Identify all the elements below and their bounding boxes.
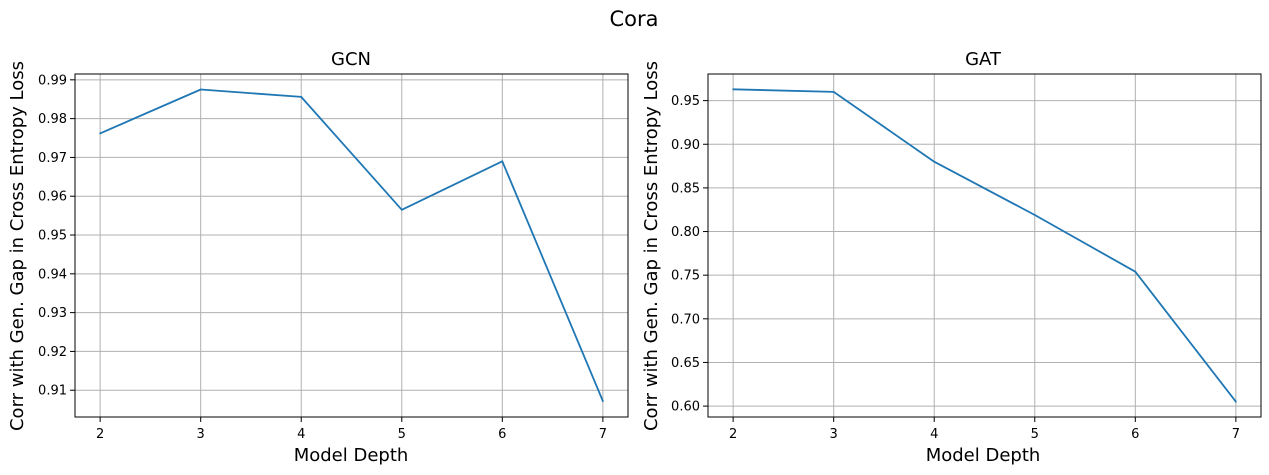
x-tick-label: 2 — [96, 427, 104, 442]
y-tick-label: 0.95 — [671, 94, 700, 109]
y-tick-label: 0.92 — [38, 345, 67, 360]
y-tick-label: 0.70 — [671, 312, 700, 327]
x-tick-label: 2 — [729, 427, 737, 442]
y-tick-label: 0.85 — [671, 181, 700, 196]
grid — [75, 74, 628, 417]
y-axis-label: Corr with Gen. Gap in Cross Entropy Loss — [7, 61, 28, 431]
plot-frame — [707, 73, 1262, 418]
x-tick-label: 7 — [1232, 427, 1240, 442]
data-point — [1234, 400, 1237, 403]
data-point — [732, 88, 735, 91]
y-tick-label: 0.65 — [671, 356, 700, 371]
y-tick-label: 0.80 — [671, 225, 700, 240]
chart-title: GAT — [965, 49, 1002, 70]
x-axis-label: Model Depth — [294, 445, 409, 466]
y-tick-label: 0.75 — [671, 269, 700, 284]
grid — [708, 74, 1261, 417]
y-tick-label: 0.90 — [671, 138, 700, 153]
x-tick-label: 5 — [1031, 427, 1039, 442]
x-tick-label: 7 — [599, 427, 607, 442]
x-tick-label: 4 — [930, 427, 938, 442]
data-point — [1134, 270, 1137, 273]
data-point — [1033, 214, 1036, 216]
y-tick-label: 0.60 — [671, 400, 700, 415]
y-tick-label: 0.99 — [38, 73, 67, 88]
series-line — [733, 88, 1237, 403]
y-tick-label: 0.98 — [38, 112, 67, 127]
y-tick-label: 0.95 — [38, 229, 67, 244]
chart-gcn: GCN Model Depth Corr with Gen. Gap in Cr… — [7, 49, 629, 466]
data-point — [832, 90, 835, 93]
data-point — [199, 88, 202, 91]
series-line — [99, 88, 604, 402]
figure-title: Cora — [609, 7, 658, 31]
data-point — [933, 160, 936, 163]
data-point — [601, 400, 604, 402]
x-tick-label: 4 — [297, 427, 305, 442]
y-tick-label: 0.96 — [38, 190, 67, 205]
chart-gat: GAT Model Depth Corr with Gen. Gap in Cr… — [641, 49, 1262, 466]
x-tick-label: 3 — [197, 427, 205, 442]
y-tick-label: 0.97 — [38, 151, 67, 166]
x-axis-label: Model Depth — [926, 445, 1041, 466]
x-tick-label: 5 — [398, 427, 406, 442]
data-point — [99, 132, 102, 135]
plot-frame — [74, 73, 629, 418]
data-point — [400, 208, 403, 211]
chart-title: GCN — [331, 49, 371, 70]
x-tick-label: 6 — [498, 427, 506, 442]
y-tick-label: 0.93 — [38, 306, 67, 321]
y-axis-label: Corr with Gen. Gap in Cross Entropy Loss — [641, 61, 662, 431]
y-tick-label: 0.94 — [38, 267, 67, 282]
data-point — [501, 160, 504, 163]
y-tick-label: 0.91 — [38, 384, 67, 399]
x-tick-label: 6 — [1131, 427, 1139, 442]
x-tick-label: 3 — [830, 427, 838, 442]
data-point — [300, 95, 303, 98]
